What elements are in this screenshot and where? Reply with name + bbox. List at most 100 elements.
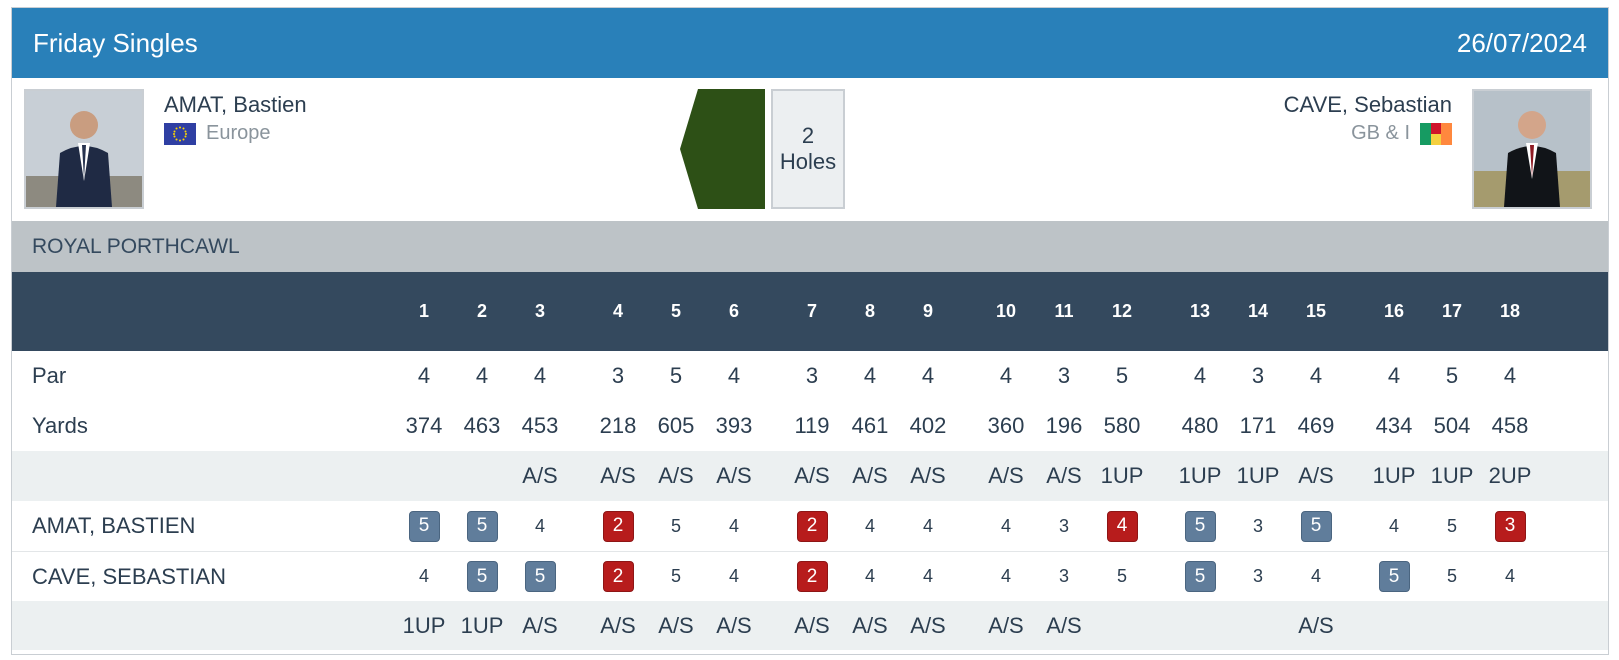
row-label-player-left: AMAT, BASTIEN: [32, 513, 196, 538]
score-value: 4: [534, 515, 545, 536]
match-card: Friday Singles 26/07/2024 AMAT, Bastien: [11, 7, 1609, 655]
status-bottom-cell-2: 1UP: [460, 612, 504, 638]
yards-cell-14: 171: [1239, 413, 1277, 438]
match-margin-number: 2: [801, 123, 815, 148]
player-right-team: GB & I: [1351, 122, 1452, 145]
hole-number-10: 10: [995, 301, 1017, 321]
par-cell-3: 4: [533, 363, 547, 388]
player-left-score-7: 2: [783, 501, 841, 551]
match-title: Friday Singles: [33, 28, 198, 58]
birdie-badge: 2: [796, 510, 828, 542]
player-left-score-9: 4: [899, 501, 957, 551]
score-value: 4: [1000, 566, 1011, 586]
yards-cell-6: 393: [715, 413, 753, 438]
status-top-cell-12: 1UP: [1100, 463, 1144, 488]
status-bottom-cell-6: A/S: [716, 612, 752, 638]
bogey-badge: 5: [1300, 510, 1332, 542]
par-cell-1: 4: [417, 363, 431, 388]
player-left-score-16: 4: [1365, 501, 1423, 551]
status-top-cell-15: A/S: [1298, 463, 1334, 488]
yards-cell-15: 469: [1297, 413, 1335, 438]
par-cell-12: 5: [1115, 363, 1129, 388]
hole-number-5: 5: [670, 301, 681, 321]
score-value: 4: [1504, 566, 1515, 586]
player-left-score-11: 3: [1035, 501, 1093, 551]
yards-cell-11: 196: [1045, 413, 1083, 438]
status-top-cell-9: A/S: [910, 463, 946, 488]
player-left-name: AMAT, Bastien: [164, 92, 307, 117]
birdie-badge: 2: [602, 561, 634, 592]
yards-cell-9: 402: [909, 413, 947, 438]
player-right-score-9: 4: [899, 552, 957, 601]
par-row: Par 4 4 4 3 5 4 3 4 4 4 3 5 4 3 4 4 5 4: [12, 351, 1608, 401]
score-value: 4: [864, 515, 875, 536]
par-cell-2: 4: [475, 363, 489, 388]
yards-cell-12: 580: [1103, 413, 1141, 438]
player-left-score-13: 5: [1171, 501, 1229, 551]
hole-number-7: 7: [806, 301, 817, 321]
bogey-badge: 5: [408, 510, 440, 542]
status-top-cell-11: A/S: [1046, 463, 1082, 488]
status-bottom-cell-11: A/S: [1046, 612, 1082, 638]
status-top-cell-5: A/S: [658, 463, 694, 488]
player-left-photo[interactable]: [24, 89, 144, 209]
player-right-photo[interactable]: [1472, 89, 1592, 209]
status-bottom-cell-5: A/S: [658, 612, 694, 638]
bogey-badge: 5: [1184, 561, 1216, 592]
player-right-score-2: 5: [453, 552, 511, 601]
yards-row: Yards 374 463 453 218 605 393 119 461 402 360 196 5…: [12, 401, 1608, 451]
player-right-score-13: 5: [1171, 552, 1229, 601]
score-value: 4: [728, 515, 739, 536]
match-header: Friday Singles 26/07/2024: [12, 8, 1608, 78]
player-left-score-2: 5: [453, 501, 511, 551]
status-top-cell-3: A/S: [522, 463, 558, 488]
yards-cell-2: 463: [463, 413, 501, 438]
par-cell-6: 4: [727, 363, 741, 388]
score-value: 5: [1116, 566, 1127, 586]
score-value: 4: [1388, 515, 1399, 536]
hole-number-13: 13: [1189, 301, 1211, 321]
bogey-badge: 5: [466, 510, 498, 542]
player-right-score-1: 4: [395, 552, 453, 601]
hole-number-9: 9: [922, 301, 933, 321]
score-value: 4: [418, 566, 429, 586]
yards-cell-7: 119: [794, 413, 830, 438]
status-bottom-cell-16: [1365, 601, 1423, 650]
yards-cell-16: 434: [1375, 413, 1413, 438]
course-bar: ROYAL PORTHCAWL: [12, 221, 1608, 272]
status-top-cell-14: 1UP: [1236, 463, 1280, 488]
player-right-score-15: 4: [1287, 552, 1345, 601]
status-bottom-cell-1: 1UP: [402, 612, 446, 638]
player-right-score-16: 5: [1365, 552, 1423, 601]
score-value: 3: [1252, 515, 1263, 536]
par-cell-4: 3: [611, 363, 625, 388]
yards-cell-17: 504: [1433, 413, 1471, 438]
match-margin-unit: Holes: [779, 149, 837, 174]
status-top-cell-1: [395, 451, 453, 501]
yards-cell-1: 374: [405, 413, 443, 438]
status-bottom-cell-15: A/S: [1298, 612, 1334, 638]
player-photo-icon: [1474, 91, 1590, 207]
player-right-score-11: 3: [1035, 552, 1093, 601]
status-bottom-cell-9: A/S: [910, 612, 946, 638]
gbi-flag-icon: [1420, 122, 1452, 145]
status-top-cell-17: 1UP: [1430, 463, 1474, 488]
hole-number-17: 17: [1441, 301, 1463, 321]
match-date: 26/07/2024: [1456, 28, 1587, 58]
status-top-cell-8: A/S: [852, 463, 888, 488]
birdie-badge: 2: [602, 510, 634, 542]
score-value: 5: [670, 566, 681, 586]
row-label-yards: Yards: [32, 413, 88, 438]
players-panel: AMAT, Bastien Europe 2 Holes CAVE, Sebas…: [12, 78, 1608, 228]
birdie-badge: 2: [796, 561, 828, 592]
holes-header-row: 1 2 3 4 5 6 7 8 9 10 11 12 13 14 15 16 17 18: [12, 272, 1608, 351]
par-cell-16: 4: [1387, 363, 1401, 388]
eu-flag-icon: [164, 122, 196, 145]
bogey-badge: 5: [466, 561, 498, 592]
par-cell-10: 4: [999, 363, 1013, 388]
bogey-badge: 5: [1378, 561, 1410, 592]
player-left-team: Europe: [164, 122, 271, 145]
player-right-score-18: 4: [1481, 552, 1539, 601]
score-value: 3: [1058, 515, 1069, 536]
bogey-badge: 5: [524, 561, 556, 592]
